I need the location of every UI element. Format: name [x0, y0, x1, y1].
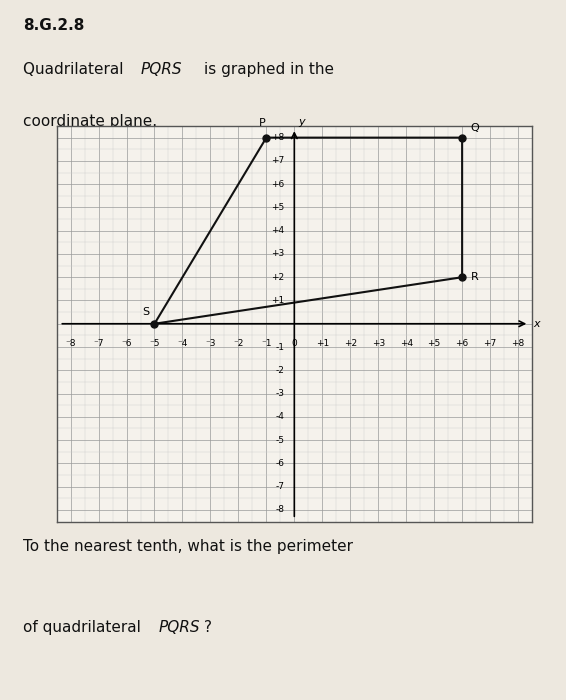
Text: Q: Q — [470, 123, 479, 133]
Text: +1: +1 — [271, 296, 285, 305]
Text: ⁻6: ⁻6 — [121, 339, 132, 348]
Text: -5: -5 — [276, 435, 285, 444]
Text: -2: -2 — [276, 366, 285, 375]
Text: +5: +5 — [427, 339, 441, 348]
Text: +4: +4 — [400, 339, 413, 348]
Text: +5: +5 — [271, 203, 285, 212]
Text: +3: +3 — [271, 249, 285, 258]
Text: ⁻3: ⁻3 — [205, 339, 216, 348]
Text: +6: +6 — [271, 180, 285, 189]
Text: ⁻1: ⁻1 — [261, 339, 272, 348]
Text: x: x — [533, 318, 540, 329]
Text: -7: -7 — [276, 482, 285, 491]
Text: -6: -6 — [276, 458, 285, 468]
Text: coordinate plane.: coordinate plane. — [23, 114, 157, 129]
Text: S: S — [142, 307, 149, 317]
Text: PQRS: PQRS — [158, 620, 200, 635]
Text: To the nearest tenth, what is the perimeter: To the nearest tenth, what is the perime… — [23, 539, 353, 554]
Text: +8: +8 — [512, 339, 525, 348]
Text: Quadrilateral: Quadrilateral — [23, 62, 128, 76]
Text: +2: +2 — [344, 339, 357, 348]
Text: ⁻7: ⁻7 — [93, 339, 104, 348]
Text: ?: ? — [204, 620, 212, 635]
Text: R: R — [470, 272, 478, 282]
Text: -3: -3 — [276, 389, 285, 398]
Text: ⁻4: ⁻4 — [177, 339, 188, 348]
Text: -8: -8 — [276, 505, 285, 514]
Text: +7: +7 — [271, 156, 285, 165]
Text: 0: 0 — [291, 339, 297, 348]
Text: +7: +7 — [483, 339, 497, 348]
Text: -4: -4 — [276, 412, 285, 421]
Text: of quadrilateral: of quadrilateral — [23, 620, 145, 635]
Text: P: P — [259, 118, 265, 128]
Text: ⁻2: ⁻2 — [233, 339, 243, 348]
Text: -1: -1 — [276, 342, 285, 351]
Text: +4: +4 — [272, 226, 285, 235]
Text: +1: +1 — [316, 339, 329, 348]
Text: ⁻5: ⁻5 — [149, 339, 160, 348]
Text: ⁻8: ⁻8 — [65, 339, 76, 348]
Text: is graphed in the: is graphed in the — [204, 62, 335, 76]
Text: 8.G.2.8: 8.G.2.8 — [23, 18, 84, 32]
Text: PQRS: PQRS — [141, 62, 183, 76]
Text: +3: +3 — [372, 339, 385, 348]
Text: +2: +2 — [272, 273, 285, 281]
Text: +8: +8 — [271, 133, 285, 142]
Text: +6: +6 — [456, 339, 469, 348]
Text: y: y — [298, 117, 305, 127]
